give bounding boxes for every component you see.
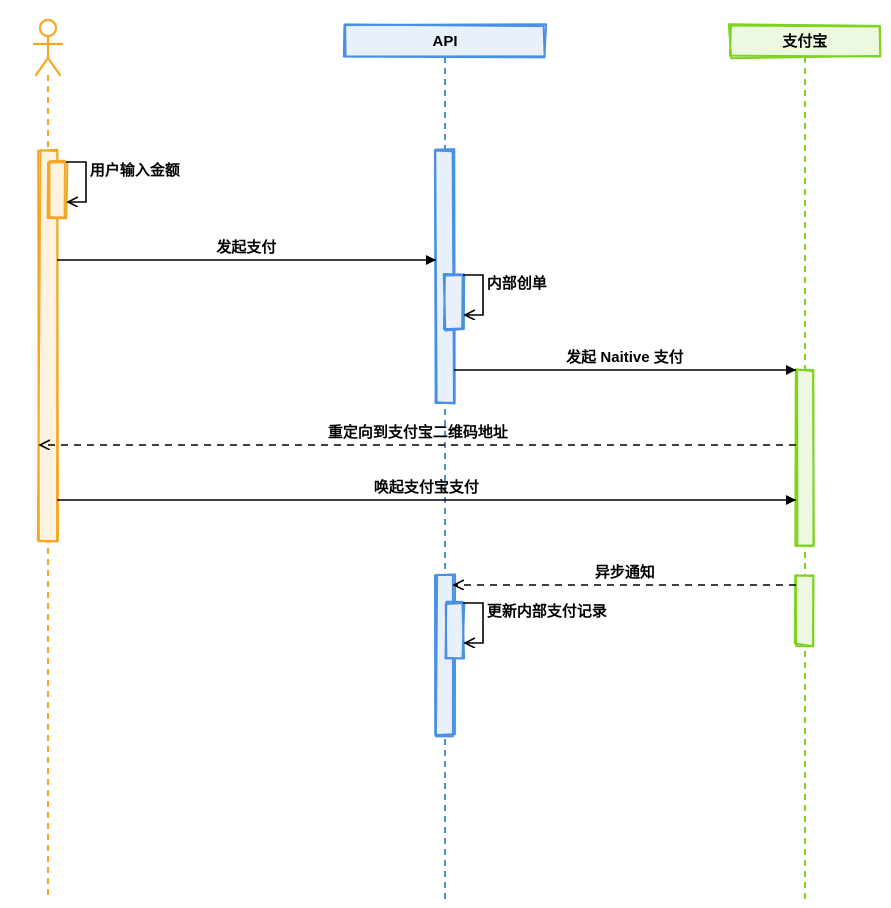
message-label: 用户输入金额 bbox=[90, 161, 180, 179]
activation-alipay bbox=[796, 575, 813, 646]
activation-api bbox=[446, 603, 465, 659]
message-label: 更新内部支付记录 bbox=[487, 602, 607, 620]
message-label: 发起支付 bbox=[215, 238, 276, 256]
activation-api bbox=[444, 274, 464, 331]
sequence-diagram: API 支付宝用户输入金额发起支付内部创单发起 Naitive 支付重定向到支付宝… bbox=[0, 0, 891, 908]
message-label: 内部创单 bbox=[487, 274, 547, 292]
message-label: 异步通知 bbox=[595, 563, 655, 581]
message-label: 重定向到支付宝二维码地址 bbox=[328, 423, 508, 441]
header-label-api: API bbox=[432, 33, 457, 50]
message-label: 发起 Naitive 支付 bbox=[565, 348, 684, 366]
activation-user bbox=[49, 161, 65, 218]
header-label-alipay: 支付宝 bbox=[781, 32, 827, 50]
message-label: 唤起支付宝支付 bbox=[374, 478, 479, 496]
